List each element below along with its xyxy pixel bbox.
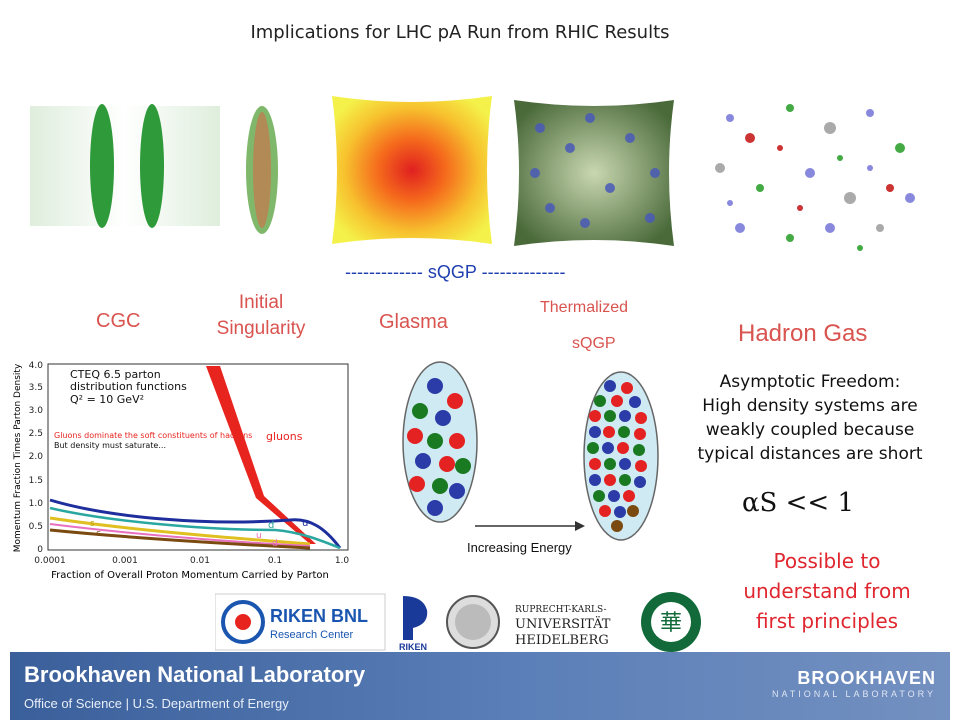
label-initial-2: Singularity bbox=[216, 318, 306, 339]
c-curve bbox=[49, 528, 311, 550]
svg-text:UNIVERSITÄT: UNIVERSITÄT bbox=[515, 615, 611, 632]
riken-logo: RIKEN bbox=[399, 596, 428, 652]
energy-label: Increasing Energy bbox=[467, 540, 572, 555]
svg-text:華: 華 bbox=[660, 611, 682, 636]
svg-text:RUPRECHT-KARLS-: RUPRECHT-KARLS- bbox=[515, 605, 607, 615]
dense-partons bbox=[587, 380, 647, 532]
svg-text:RIKEN: RIKEN bbox=[399, 642, 427, 652]
gluon-curve bbox=[206, 366, 316, 544]
asymptotic-freedom-text: Asymptotic Freedom: High density systems… bbox=[676, 370, 944, 466]
chart-gluons-label: gluons bbox=[266, 430, 303, 443]
brand-line2: NATIONAL LABORATORY bbox=[771, 689, 936, 699]
cgc-image bbox=[30, 104, 220, 228]
svg-text:u: u bbox=[256, 531, 262, 541]
d-curve bbox=[49, 506, 341, 550]
ytick: 0 bbox=[37, 545, 43, 555]
ytick: 3.0 bbox=[29, 406, 44, 416]
possible-line3: first principles bbox=[755, 609, 899, 633]
svg-text:d: d bbox=[268, 520, 274, 531]
label-hadron-gas: Hadron Gas bbox=[738, 320, 868, 347]
glasma-image bbox=[332, 96, 492, 244]
chart-box-line1: CTEQ 6.5 parton bbox=[70, 368, 161, 381]
xtick: 0.01 bbox=[190, 556, 210, 566]
ytick: 1.5 bbox=[29, 476, 43, 486]
huazhong-logo: 華 bbox=[641, 592, 701, 652]
ytick: 2.0 bbox=[29, 452, 44, 462]
svg-text:d: d bbox=[272, 539, 278, 549]
hadron-gas-image bbox=[715, 104, 915, 251]
alpha-s-formula: αS << 1 bbox=[742, 488, 855, 518]
xtick: 0.1 bbox=[268, 556, 282, 566]
xtick: 0.001 bbox=[112, 556, 138, 566]
label-sqgp: sQGP bbox=[572, 335, 616, 352]
ytick: 0.5 bbox=[29, 522, 43, 532]
chart-box-line3: Q² = 10 GeV² bbox=[70, 393, 144, 406]
brookhaven-logo: BROOKHAVEN NATIONAL LABORATORY bbox=[772, 668, 936, 699]
svg-text:HEIDELBERG: HEIDELBERG bbox=[515, 633, 609, 648]
proton-ellipses-illustration: Increasing Energy bbox=[402, 361, 659, 555]
xtick: 0.0001 bbox=[34, 556, 66, 566]
footer-lab-name: Brookhaven National Laboratory bbox=[24, 662, 366, 687]
ytick: 2.5 bbox=[29, 429, 43, 439]
af-line3: weakly coupled because bbox=[705, 420, 915, 440]
footer-banner: Brookhaven National Laboratory Office of… bbox=[10, 652, 950, 720]
heidelberg-logo: RUPRECHT-KARLS- UNIVERSITÄT HEIDELBERG bbox=[446, 595, 611, 649]
possible-text: Possible to understand from first princi… bbox=[722, 546, 932, 636]
collision-stages-illustration bbox=[30, 96, 915, 251]
sqgp-banner: ------------- sQGP -------------- bbox=[345, 262, 566, 282]
footer-office: Office of Science | U.S. Department of E… bbox=[24, 696, 289, 711]
label-thermalized: Thermalized bbox=[540, 299, 629, 316]
chart-note1: Gluons dominate the soft constituents of… bbox=[54, 431, 252, 440]
page-title: Implications for LHC pA Run from RHIC Re… bbox=[250, 22, 670, 43]
svg-text:Research Center: Research Center bbox=[270, 629, 353, 641]
svg-text:RIKEN BNL: RIKEN BNL bbox=[270, 606, 368, 626]
chart-note2: But density must saturate... bbox=[54, 441, 166, 450]
label-cgc: CGC bbox=[96, 310, 141, 332]
brand-line1: BROOKHAVEN bbox=[797, 668, 936, 688]
chart-xlabel: Fraction of Overall Proton Momentum Carr… bbox=[51, 570, 329, 581]
ubar-curve bbox=[49, 523, 311, 547]
svg-text:s: s bbox=[90, 519, 95, 529]
xtick: 1.0 bbox=[335, 556, 350, 566]
s-curve bbox=[49, 516, 311, 546]
svg-text:u: u bbox=[302, 518, 308, 529]
af-line4: typical distances are short bbox=[697, 444, 923, 464]
possible-line2: understand from bbox=[743, 579, 911, 603]
svg-text:c: c bbox=[96, 529, 101, 539]
parton-chart: 0 0.5 1.0 1.5 2.0 2.5 3.0 3.5 4.0 0.0001… bbox=[10, 358, 358, 584]
parton-chart-svg: 0 0.5 1.0 1.5 2.0 2.5 3.0 3.5 4.0 0.0001… bbox=[13, 361, 350, 581]
ytick: 4.0 bbox=[29, 361, 44, 371]
sparse-partons bbox=[407, 378, 471, 516]
label-glasma: Glasma bbox=[379, 311, 448, 333]
chart-box-line2: distribution functions bbox=[70, 380, 187, 393]
label-initial-1: Initial bbox=[238, 292, 284, 313]
riken-bnl-logo: RIKEN BNL Research Center bbox=[214, 593, 386, 651]
ytick: 1.0 bbox=[29, 499, 44, 509]
af-line2: High density systems are bbox=[702, 396, 918, 416]
initial-singularity-image bbox=[246, 106, 278, 234]
af-line1: Asymptotic Freedom: bbox=[719, 372, 901, 392]
chart-ylabel: Momentum Fraction Times Parton Density bbox=[13, 363, 23, 552]
logos-strip: RIKEN BNL Research Center RIKEN RUPRECHT… bbox=[214, 590, 705, 654]
possible-line1: Possible to bbox=[773, 549, 881, 573]
u-curve bbox=[49, 498, 342, 549]
ytick: 3.5 bbox=[29, 383, 43, 393]
